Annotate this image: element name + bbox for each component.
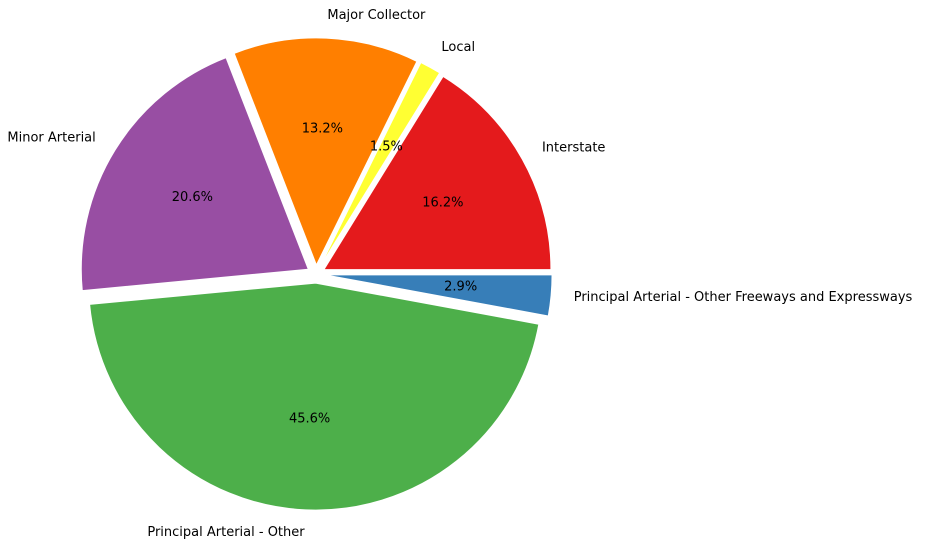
pct-label-local: 1.5% bbox=[370, 139, 403, 154]
pct-label-principal-arterial-other: 45.6% bbox=[289, 412, 330, 427]
labels-layer: 16.2% Interstate 1.5% Local 13.2% Major Colle… bbox=[7, 8, 912, 540]
pct-label-minor-arterial: 20.6% bbox=[172, 190, 213, 205]
category-label-interstate: Interstate bbox=[542, 140, 605, 155]
pie-slice-interstate bbox=[323, 75, 552, 271]
pct-label-major-collector: 13.2% bbox=[302, 121, 343, 136]
pie-slice-principal-arterial-other-freeways-and-expressways bbox=[324, 274, 553, 317]
category-label-minor-arterial: Minor Arterial bbox=[7, 131, 95, 146]
category-label-local: Local bbox=[441, 40, 475, 55]
category-label-major-collector: Major Collector bbox=[327, 8, 426, 23]
category-label-principal-arterial-other: Principal Arterial - Other bbox=[147, 525, 305, 540]
pie-slice-minor-arterial bbox=[80, 57, 309, 292]
pie-slice-principal-arterial-other bbox=[89, 282, 540, 511]
pct-label-interstate: 16.2% bbox=[422, 196, 463, 211]
category-label-principal-arterial-other-freeways-and-expressways: Principal Arterial - Other Freeways and … bbox=[574, 290, 913, 305]
pct-label-principal-arterial-other-freeways-and-expressways: 2.9% bbox=[444, 280, 477, 295]
pie-slice-local bbox=[319, 61, 441, 267]
slices-layer bbox=[80, 37, 553, 511]
pie-slice-major-collector bbox=[233, 37, 418, 267]
